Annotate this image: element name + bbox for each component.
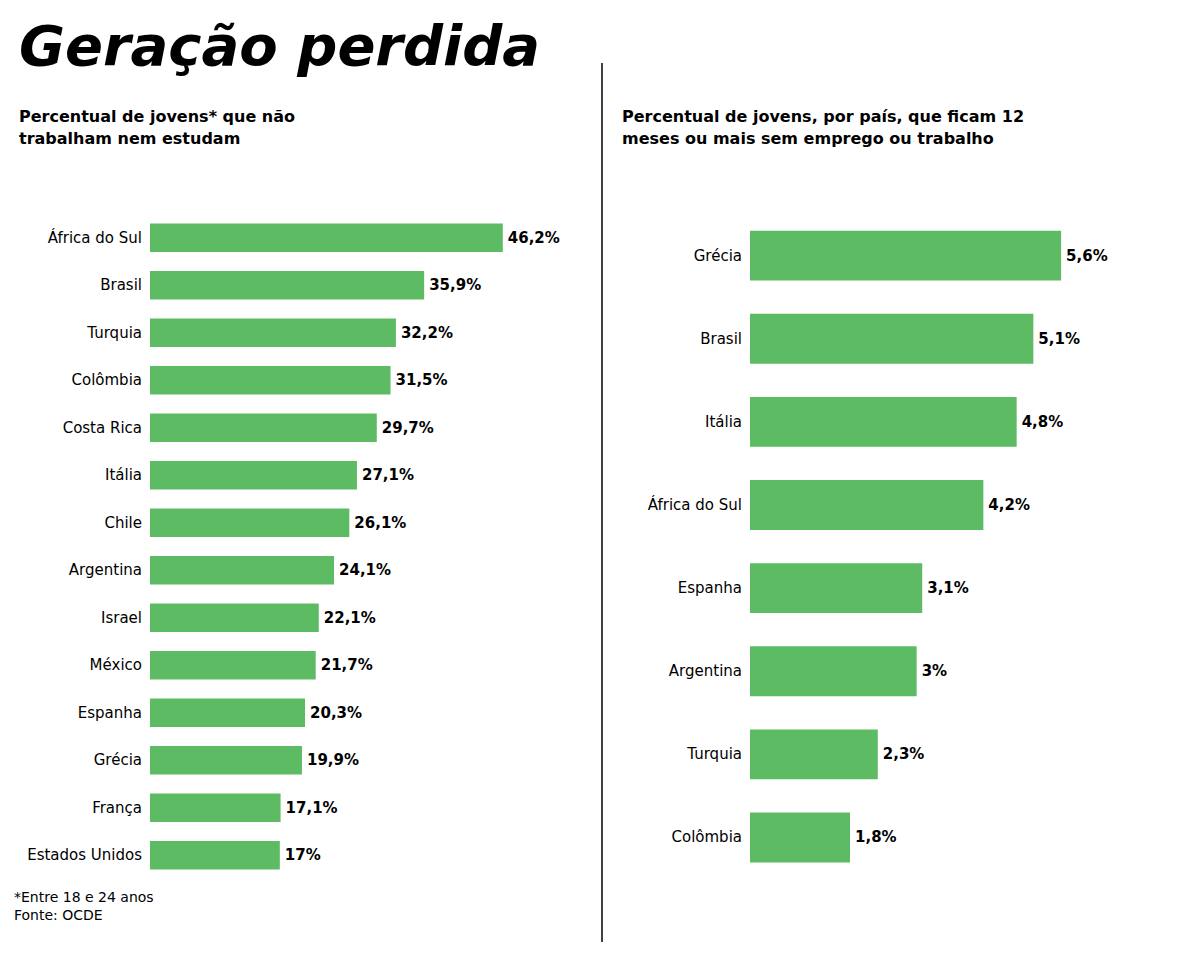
svg-text:Argentina: Argentina: [69, 561, 142, 579]
svg-text:Geração perdida: Geração perdida: [19, 13, 540, 78]
svg-text:África do Sul: África do Sul: [48, 228, 142, 247]
svg-text:trabalham nem estudam: trabalham nem estudam: [19, 129, 240, 148]
svg-text:3,1%: 3,1%: [927, 579, 969, 597]
svg-text:17,1%: 17,1%: [286, 799, 338, 817]
svg-text:35,9%: 35,9%: [429, 276, 481, 294]
svg-text:Colômbia: Colômbia: [672, 828, 743, 846]
svg-text:26,1%: 26,1%: [354, 514, 406, 532]
svg-text:Fonte: OCDE: Fonte: OCDE: [14, 907, 103, 923]
svg-text:4,2%: 4,2%: [988, 496, 1030, 514]
svg-text:1,8%: 1,8%: [855, 828, 897, 846]
svg-text:*Entre 18 e 24 anos: *Entre 18 e 24 anos: [14, 889, 154, 905]
svg-text:31,5%: 31,5%: [396, 371, 448, 389]
svg-text:Itália: Itália: [105, 466, 142, 484]
svg-text:Brasil: Brasil: [700, 330, 742, 348]
svg-text:22,1%: 22,1%: [324, 609, 376, 627]
svg-text:Chile: Chile: [104, 514, 142, 532]
svg-text:5,1%: 5,1%: [1038, 330, 1080, 348]
svg-text:46,2%: 46,2%: [508, 229, 560, 247]
svg-text:Costa Rica: Costa Rica: [63, 419, 142, 437]
svg-text:Turquia: Turquia: [686, 745, 742, 763]
svg-text:17%: 17%: [285, 846, 321, 864]
svg-text:Itália: Itália: [705, 413, 742, 431]
svg-text:Estados Unidos: Estados Unidos: [27, 846, 142, 864]
svg-text:Grécia: Grécia: [694, 247, 742, 265]
svg-text:meses ou mais sem emprego ou t: meses ou mais sem emprego ou trabalho: [622, 129, 994, 148]
svg-text:Espanha: Espanha: [678, 579, 742, 597]
svg-text:Brasil: Brasil: [100, 276, 142, 294]
svg-text:Colômbia: Colômbia: [72, 371, 143, 389]
svg-text:México: México: [90, 656, 142, 674]
svg-text:África do Sul: África do Sul: [648, 495, 742, 514]
svg-text:Grécia: Grécia: [94, 751, 142, 769]
svg-text:Argentina: Argentina: [669, 662, 742, 680]
svg-text:5,6%: 5,6%: [1066, 247, 1108, 265]
svg-text:3%: 3%: [922, 662, 947, 680]
svg-text:21,7%: 21,7%: [321, 656, 373, 674]
svg-text:Percentual de jovens* que não: Percentual de jovens* que não: [19, 107, 295, 126]
svg-text:França: França: [92, 799, 142, 817]
svg-text:Turquia: Turquia: [86, 324, 142, 342]
svg-text:Espanha: Espanha: [78, 704, 142, 722]
svg-text:Israel: Israel: [101, 609, 142, 627]
svg-text:32,2%: 32,2%: [401, 324, 453, 342]
svg-text:20,3%: 20,3%: [310, 704, 362, 722]
svg-text:24,1%: 24,1%: [339, 561, 391, 579]
svg-text:19,9%: 19,9%: [307, 751, 359, 769]
svg-text:27,1%: 27,1%: [362, 466, 414, 484]
svg-text:2,3%: 2,3%: [883, 745, 925, 763]
svg-text:29,7%: 29,7%: [382, 419, 434, 437]
svg-text:Percentual de jovens, por país: Percentual de jovens, por país, que fica…: [622, 107, 1024, 126]
svg-text:4,8%: 4,8%: [1022, 413, 1064, 431]
